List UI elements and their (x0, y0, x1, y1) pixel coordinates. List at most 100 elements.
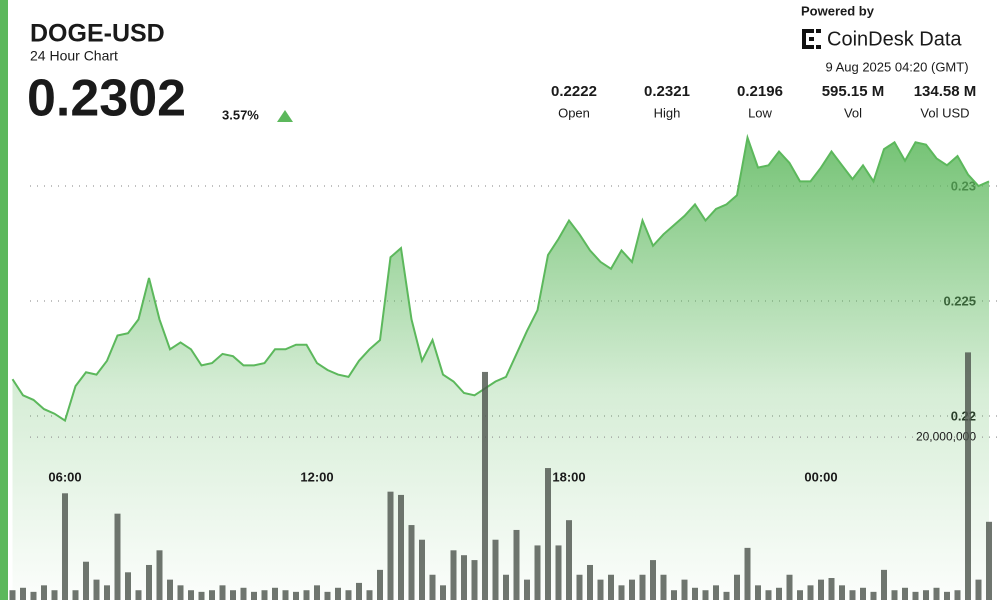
volume-bar (828, 578, 835, 600)
volume-bar (230, 590, 236, 600)
volume-bar (545, 468, 551, 600)
volume-bar (408, 525, 415, 600)
volume-bar (20, 587, 26, 600)
subtitle: 24 Hour Chart (30, 48, 118, 64)
stat-value: 0.2222 (551, 83, 597, 100)
volume-bar (933, 587, 940, 600)
volume-bar (471, 560, 478, 600)
volume-bar (156, 550, 163, 600)
volume-bar (125, 572, 131, 600)
volume-bar (419, 539, 425, 600)
volume-bar (912, 591, 919, 600)
volume-bar (534, 545, 541, 600)
price-area (12, 137, 989, 600)
volume-bar (293, 591, 299, 600)
volume-bar (366, 590, 373, 600)
volume-bar (870, 591, 877, 600)
volume-bar (461, 555, 467, 600)
x-tick-label: 12:00 (300, 469, 333, 484)
volume-bar (597, 579, 604, 600)
volume-bar (440, 585, 446, 600)
volume-bar (681, 579, 688, 600)
volume-bar (513, 529, 520, 600)
volume-bar (482, 371, 488, 600)
x-tick-label: 00:00 (804, 469, 837, 484)
volume-bar (986, 521, 992, 600)
volume-bar (177, 585, 184, 600)
volume-bar (797, 590, 803, 600)
volume-bar (639, 574, 646, 600)
volume-bar (146, 564, 152, 600)
volume-bar (72, 590, 79, 600)
volume-bar (713, 585, 719, 600)
stat-label: High (654, 105, 681, 120)
volume-bar (335, 587, 341, 600)
volume-bar (324, 591, 331, 600)
volume-bar (818, 579, 824, 600)
volume-bar (975, 579, 982, 600)
accent-bar (0, 0, 8, 600)
volume-bar (387, 491, 394, 600)
volume-bar (114, 513, 121, 600)
volume-bar (62, 493, 68, 600)
change: 3.57% (222, 107, 259, 122)
volume-bar (923, 590, 929, 600)
plot: 0.220.2250.2320,000,00006:0012:0018:0000… (9, 133, 1000, 600)
volume-bar (608, 574, 614, 600)
volume-bar (755, 585, 761, 600)
volume-bar (587, 564, 593, 600)
volume-bar (629, 579, 635, 600)
volume-bar (240, 587, 247, 600)
volume-bar (618, 585, 625, 600)
volume-bar (398, 494, 404, 600)
volume-bar (492, 539, 499, 600)
volume-bar (671, 590, 677, 600)
volume-bar (135, 590, 142, 600)
powered-by: Powered by (801, 3, 875, 18)
volume-bar (41, 585, 47, 600)
volume-bar (9, 590, 16, 600)
volume-bar (356, 582, 362, 600)
volume-bar (261, 590, 268, 600)
volume-bar (786, 574, 793, 600)
volume-bar (282, 590, 289, 600)
price: 0.2302 (27, 70, 186, 128)
volume-tick-label: 20,000,000 (916, 429, 976, 443)
volume-bar (660, 574, 667, 600)
stat-value: 595.15 M (822, 83, 885, 100)
timestamp: 9 Aug 2025 04:20 (GMT) (825, 59, 968, 74)
volume-bar (51, 590, 58, 600)
stat-value: 0.2321 (644, 83, 690, 100)
volume-bar (429, 574, 436, 600)
volume-bar (902, 587, 908, 600)
stat-value: 0.2196 (737, 83, 783, 100)
volume-bar (503, 574, 509, 600)
volume-bar (566, 520, 572, 600)
stat-label: Open (558, 105, 590, 120)
volume-bar (849, 590, 856, 600)
volume-bar (219, 585, 226, 600)
volume-bar (881, 569, 887, 600)
volume-bar (954, 590, 961, 600)
up-arrow (277, 110, 293, 122)
volume-bar (104, 585, 110, 600)
volume-bar (944, 591, 950, 600)
volume-bar (377, 569, 383, 600)
volume-bar (807, 585, 814, 600)
volume-bar (723, 591, 730, 600)
stat-label: Low (748, 105, 772, 120)
volume-bar (734, 574, 740, 600)
volume-bar (188, 590, 194, 600)
volume-bar (303, 590, 310, 600)
volume-bar (93, 579, 100, 600)
volume-bar (860, 587, 866, 600)
volume-bar (839, 585, 845, 600)
stat-value: 134.58 M (914, 83, 977, 100)
volume-bar (702, 590, 709, 600)
volume-bar (167, 579, 173, 600)
volume-bar (744, 547, 751, 600)
brand: CoinDesk Data (827, 28, 962, 50)
symbol: DOGE-USD (30, 20, 165, 48)
price-line (11, 133, 990, 423)
